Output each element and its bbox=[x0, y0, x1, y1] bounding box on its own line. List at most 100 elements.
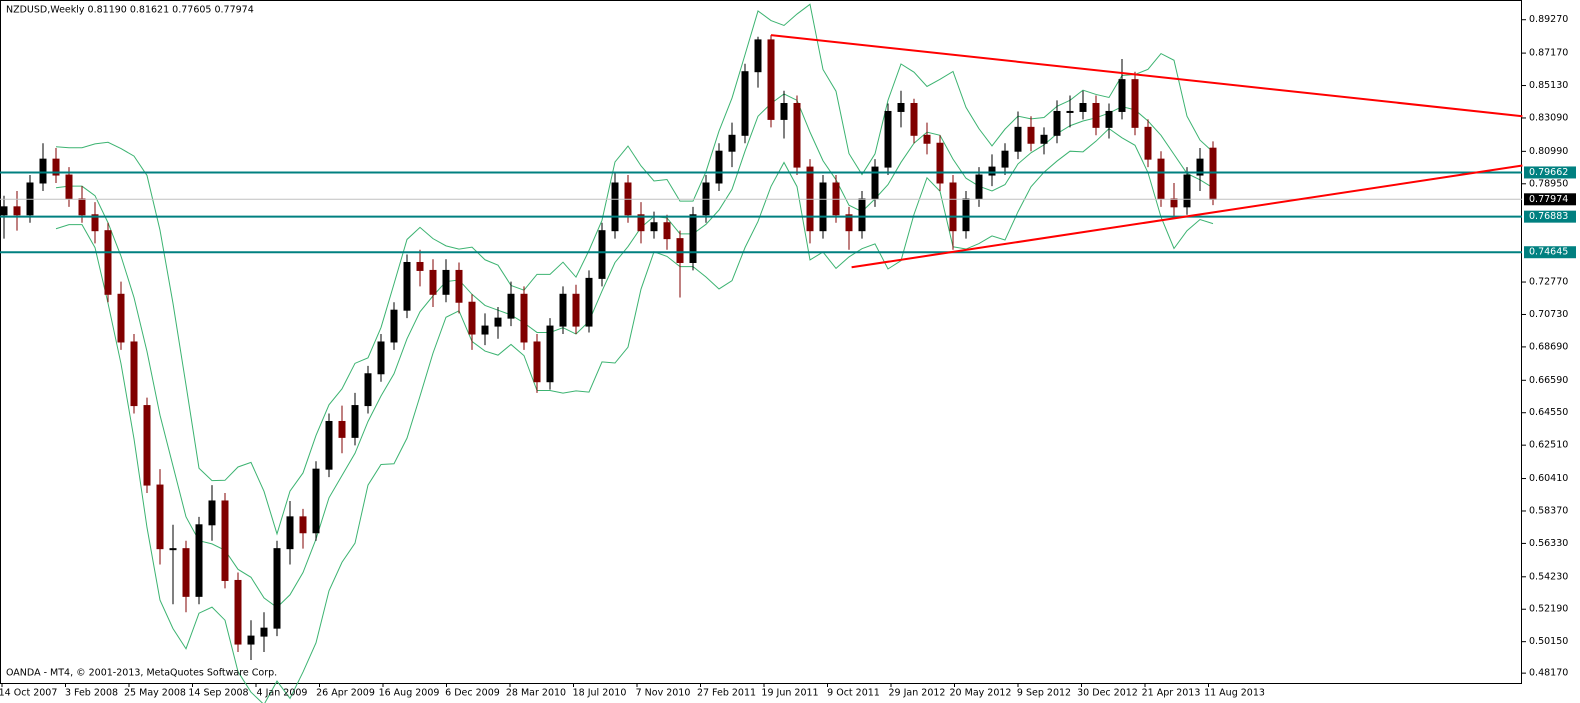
candle-body bbox=[845, 214, 853, 232]
candle-body bbox=[429, 269, 437, 295]
x-tick-label: 9 Sep 2012 bbox=[1017, 688, 1071, 699]
level-label-bg bbox=[1524, 210, 1576, 223]
y-tick-label: 0.56330 bbox=[1529, 538, 1568, 549]
candle-body bbox=[910, 102, 918, 136]
x-tick-label: 6 Dec 2009 bbox=[445, 688, 500, 699]
candle-body bbox=[468, 301, 476, 335]
price-label: 0.77974 bbox=[1529, 194, 1568, 205]
candle-body bbox=[1105, 110, 1113, 128]
y-tick-label: 0.89270 bbox=[1529, 14, 1568, 25]
level-label: 0.76883 bbox=[1529, 211, 1568, 222]
y-tick-label: 0.64550 bbox=[1529, 407, 1568, 418]
x-tick-label: 4 Jan 2009 bbox=[257, 688, 308, 699]
candle-body bbox=[767, 39, 775, 120]
candle-body bbox=[260, 627, 268, 637]
candle-body bbox=[1183, 174, 1191, 208]
candle-body bbox=[377, 341, 385, 375]
candle-body bbox=[754, 39, 762, 73]
x-tick-label: 26 Apr 2009 bbox=[316, 688, 375, 699]
candle-body bbox=[1170, 198, 1178, 208]
x-tick-label: 9 Oct 2011 bbox=[827, 688, 880, 699]
candle-body bbox=[611, 182, 619, 232]
y-tick-label: 0.60410 bbox=[1529, 473, 1568, 484]
candle-body bbox=[819, 182, 827, 232]
y-tick-label: 0.52190 bbox=[1529, 604, 1568, 615]
band-line bbox=[55, 93, 1214, 609]
bollinger-bands bbox=[55, 3, 1214, 703]
level-label: 0.79662 bbox=[1529, 167, 1568, 178]
candle-body bbox=[1079, 102, 1087, 112]
y-tick-label: 0.68690 bbox=[1529, 341, 1568, 352]
x-tick-label: 3 Feb 2008 bbox=[65, 688, 118, 699]
y-tick-label: 0.54230 bbox=[1529, 571, 1568, 582]
candle-body bbox=[455, 269, 463, 303]
candle-body bbox=[637, 214, 645, 232]
x-tick-label: 27 Feb 2011 bbox=[697, 688, 756, 699]
y-tick-label: 0.85130 bbox=[1529, 80, 1568, 91]
marks bbox=[0, 35, 1217, 660]
level-label-bg bbox=[1524, 166, 1576, 179]
candle-body bbox=[1144, 126, 1152, 160]
x-tick-label: 20 May 2012 bbox=[950, 688, 1012, 699]
x-tick-label: 18 Jul 2010 bbox=[573, 688, 627, 699]
x-tick-label: 14 Oct 2007 bbox=[0, 688, 57, 699]
x-tick-label: 11 Aug 2013 bbox=[1204, 688, 1265, 699]
candle-body bbox=[364, 373, 372, 407]
candle-body bbox=[442, 269, 450, 295]
candle-body bbox=[1040, 134, 1048, 144]
candle-body bbox=[715, 150, 723, 184]
candle-body bbox=[559, 293, 567, 327]
candle-body bbox=[546, 325, 554, 383]
candle-body bbox=[325, 420, 333, 470]
y-tick-label: 0.50150 bbox=[1529, 636, 1568, 647]
y-tick-label: 0.58370 bbox=[1529, 505, 1568, 516]
y-tick-label: 0.62510 bbox=[1529, 440, 1568, 451]
y-tick-label: 0.48170 bbox=[1529, 668, 1568, 679]
candle-body bbox=[975, 174, 983, 200]
candle-body bbox=[572, 293, 580, 327]
x-tick-label: 28 Mar 2010 bbox=[506, 688, 566, 699]
trend-line bbox=[770, 34, 1523, 118]
candle-body bbox=[286, 516, 294, 550]
candle-body bbox=[130, 341, 138, 407]
candle-body bbox=[169, 548, 177, 551]
candle-body bbox=[728, 134, 736, 152]
level-label: 0.74645 bbox=[1529, 247, 1568, 258]
y-tick-label: 0.83090 bbox=[1529, 112, 1568, 123]
candle-body bbox=[1157, 158, 1165, 200]
footer: OANDA - MT4, © 2001-2013, MetaQuotes Sof… bbox=[6, 668, 277, 679]
x-tick-label: 16 Aug 2009 bbox=[379, 688, 440, 699]
band-line bbox=[55, 127, 1214, 703]
x-tick-label: 14 Sep 2008 bbox=[188, 688, 248, 699]
candle-body bbox=[650, 222, 658, 232]
y-tick-label: 0.80990 bbox=[1529, 146, 1568, 157]
candle-body bbox=[208, 500, 216, 526]
candle-body bbox=[949, 182, 957, 232]
candle-body bbox=[520, 293, 528, 343]
candle-body bbox=[78, 198, 86, 216]
candle-body bbox=[234, 579, 242, 645]
candle-body bbox=[39, 158, 47, 184]
candle-body bbox=[663, 222, 671, 240]
candle-body bbox=[65, 174, 73, 200]
candle-body bbox=[13, 206, 21, 216]
candle-body bbox=[1001, 150, 1009, 168]
y-tick-label: 0.87170 bbox=[1529, 48, 1568, 59]
y-tick-label: 0.66590 bbox=[1529, 375, 1568, 386]
plot-frame bbox=[0, 0, 1522, 684]
candle-body bbox=[273, 548, 281, 629]
x-tick-label: 19 Jun 2011 bbox=[761, 688, 818, 699]
chart-title: NZDUSD,Weekly 0.81190 0.81621 0.77605 0.… bbox=[6, 5, 254, 16]
candle-body bbox=[793, 102, 801, 168]
candle-body bbox=[689, 214, 697, 263]
candle-body bbox=[416, 261, 424, 271]
candle-body bbox=[858, 198, 866, 232]
candle-body bbox=[1027, 126, 1035, 144]
x-tick-label: 21 Apr 2013 bbox=[1142, 688, 1201, 699]
y-tick-label: 0.72770 bbox=[1529, 277, 1568, 288]
candle-body bbox=[936, 142, 944, 184]
candle-body bbox=[390, 309, 398, 343]
x-tick-label: 25 May 2008 bbox=[124, 688, 186, 699]
candle-body bbox=[1196, 158, 1204, 176]
candle-body bbox=[1092, 102, 1100, 128]
